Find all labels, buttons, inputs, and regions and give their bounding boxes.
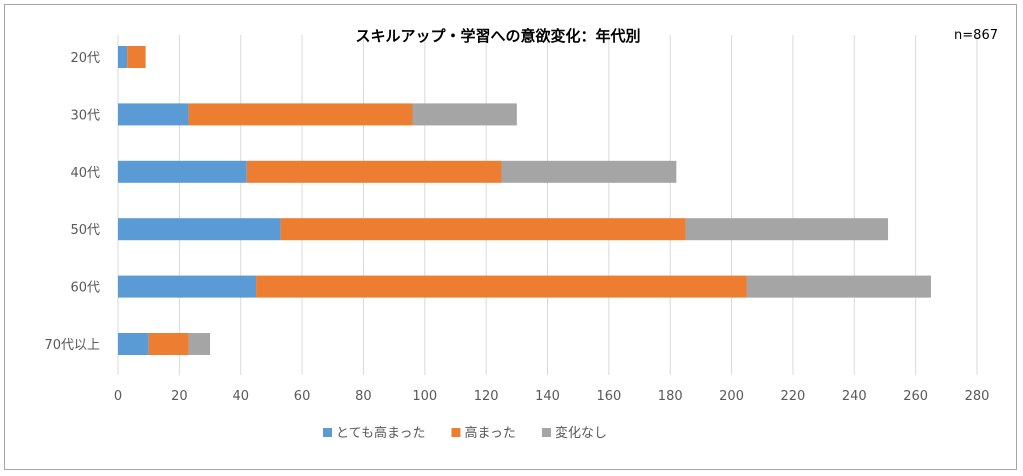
x-tick-label: 160: [596, 389, 621, 404]
bar-segment: [280, 218, 686, 241]
x-tick-label: 20: [171, 389, 188, 404]
bar-segment: [746, 275, 931, 298]
chart-title: スキルアップ・学習への意欲変化：年代別: [355, 27, 640, 45]
x-tick-label: 0: [114, 389, 122, 404]
category-labels: 20代 30代 40代 50代 60代 70代以上: [44, 51, 100, 353]
legend-label: 変化なし: [555, 425, 607, 441]
x-tick-label: 260: [903, 389, 928, 404]
sample-size-note: n=867: [954, 28, 998, 43]
bars: [118, 46, 931, 355]
x-tick-label: 40: [232, 389, 249, 404]
category-label: 20代: [70, 51, 100, 66]
legend-label: とても高まった: [336, 425, 425, 441]
category-label: 50代: [70, 223, 100, 238]
x-tick-label: 240: [842, 389, 867, 404]
bar-segment: [246, 160, 502, 183]
x-tick-label: 80: [355, 389, 372, 404]
legend-swatch: [323, 428, 332, 437]
bar-segment: [685, 218, 889, 241]
bar-segment: [118, 275, 257, 298]
category-label: 70代以上: [44, 338, 100, 353]
bar-segment: [118, 160, 247, 183]
x-tick-label: 120: [474, 389, 499, 404]
legend: とても高まった 高まった 変化なし: [323, 425, 607, 441]
x-tick-label: 220: [781, 389, 806, 404]
bar-segment: [118, 218, 281, 241]
chart-frame: 20代 30代 40代 50代 60代 70代以上 0 20 40 60 80 100 120 140 1…: [4, 4, 1017, 470]
bar-segment: [118, 333, 149, 355]
bar-segment: [118, 103, 189, 126]
bar-segment: [501, 160, 677, 183]
bar-segment: [118, 46, 128, 68]
x-tick-label: 60: [294, 389, 311, 404]
legend-swatch: [451, 428, 461, 437]
x-tick-label: 180: [658, 389, 683, 404]
category-label: 40代: [70, 166, 100, 181]
stacked-bar-chart: 20代 30代 40代 50代 60代 70代以上 0 20 40 60 80 100 120 140 1…: [44, 27, 998, 441]
legend-label: 高まった: [464, 425, 515, 441]
x-axis-tick-labels: 0 20 40 60 80 100 120 140 160 180 200 220 240 260 280: [114, 389, 990, 404]
category-label: 60代: [70, 281, 100, 296]
bar-segment: [412, 103, 517, 126]
x-tick-label: 280: [965, 389, 990, 404]
legend-swatch: [541, 428, 551, 437]
bar-segment: [148, 333, 189, 355]
category-label: 30代: [70, 108, 100, 123]
gridlines: [117, 35, 978, 375]
x-tick-label: 100: [412, 389, 437, 404]
bar-segment: [188, 103, 413, 126]
bar-segment: [127, 46, 146, 68]
bar-segment: [188, 333, 211, 355]
x-tick-label: 140: [535, 389, 560, 404]
bar-segment: [256, 275, 747, 298]
x-tick-label: 200: [719, 389, 744, 404]
